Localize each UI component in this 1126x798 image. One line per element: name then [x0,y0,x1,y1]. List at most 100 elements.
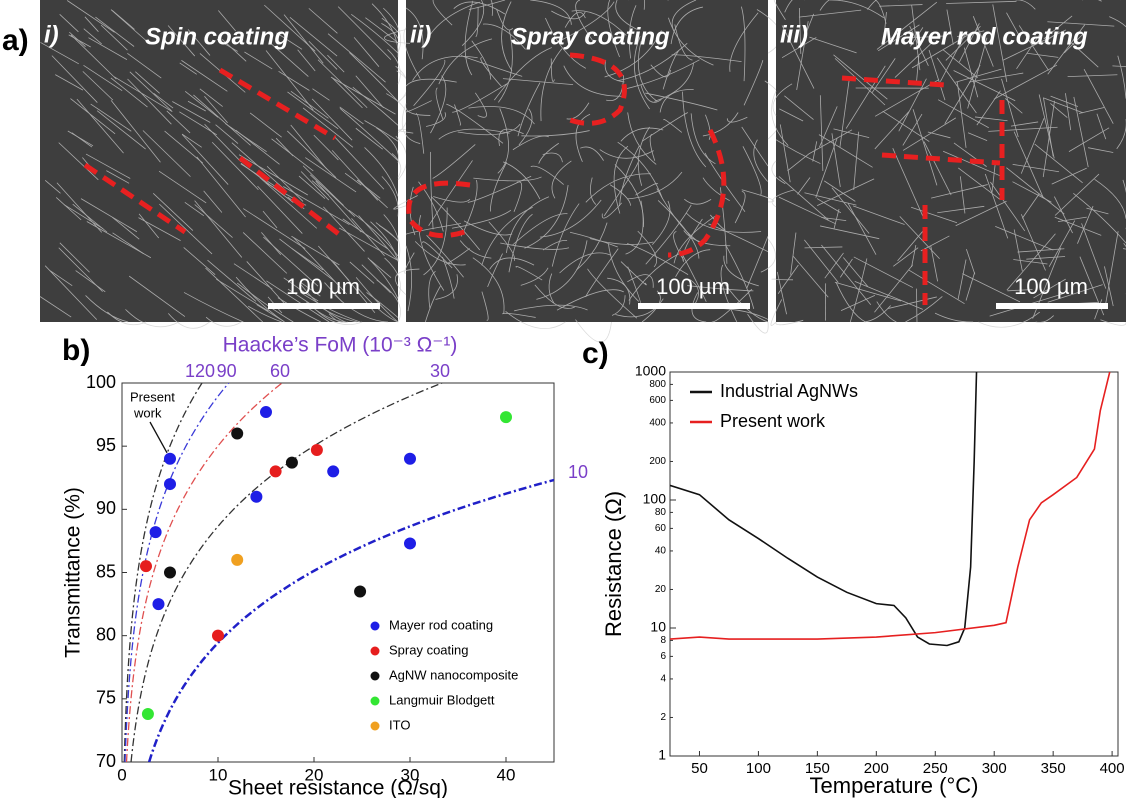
nanowire [635,183,659,196]
nanowire [181,133,202,148]
nanowire [401,103,421,144]
nanowire [1012,163,1060,173]
nanowire [673,230,685,261]
nanowire [1079,256,1105,316]
y-tick-label: 200 [649,456,666,467]
nanowire [894,43,931,78]
nanowire [487,253,503,288]
nanowire [235,276,285,323]
y-tick-label: 90 [96,498,116,518]
x-tick-label: 10 [209,765,228,784]
nanowire [818,134,873,168]
nanowire [897,228,925,262]
legend-label: AgNW nanocomposite [389,667,518,682]
nanowire [494,47,552,101]
nanowire [1032,247,1062,319]
nanowire [637,126,650,186]
nanowire [839,258,853,278]
nanowire [1068,127,1110,152]
y-tick-label: 6 [660,651,666,662]
nanowire [530,0,572,25]
data-point [250,490,263,503]
fom-label: 120 [185,361,215,381]
nanowire [231,142,287,191]
nanowire [1016,34,1040,70]
nanowire [912,109,938,186]
y-tick-label: 400 [649,418,666,429]
nanowire [563,65,623,97]
nanowire [779,108,804,122]
nanowire [853,256,914,288]
nanowire [845,65,886,129]
nanowire [312,88,330,101]
y-tick-label: 60 [655,523,667,534]
fom-label: 30 [430,361,450,381]
nanowire [741,189,775,203]
nanowire [468,0,506,10]
nanowire [620,127,664,142]
nanowire [1054,196,1073,234]
legend-marker [370,621,380,631]
data-point [310,443,323,456]
nanowire [608,243,640,302]
nanowire [1035,315,1054,323]
nanowire [611,295,626,316]
y-tick-label: 8 [660,635,666,646]
nanowire [489,162,508,212]
nanowire [942,150,1005,178]
nanowire [168,313,210,329]
nanowire [56,182,103,233]
annotation-arrow [149,421,168,454]
nanowire [398,128,414,134]
scale-bar [996,303,1108,309]
nanowire [874,111,910,150]
nanowire [654,62,695,102]
nanowire [879,4,923,7]
nanowire [153,93,174,109]
nanowire [778,196,836,225]
nanowire [404,100,432,113]
image-label: iii) [780,21,808,48]
nanowire [112,232,144,255]
nanowire [70,98,116,135]
nanowire [626,59,700,89]
nanowire [1013,131,1044,198]
nanowire [205,316,242,327]
data-point [152,598,165,611]
nanowire [204,95,228,124]
nanowire [575,0,594,42]
nanowire [1071,42,1099,68]
nanowire [1026,256,1066,260]
scale-bar [268,303,380,309]
nanowire [135,71,160,94]
nanowire [338,227,399,261]
nanowire [1109,16,1126,42]
nanowire [263,236,319,287]
nanowire [166,110,191,134]
nanowire [435,87,444,121]
nanowire [753,139,768,182]
nanowire [1043,97,1054,157]
nanowire [747,313,769,334]
nanowire [871,58,896,94]
nanowire [246,261,286,305]
nanowire [760,238,776,273]
nanowire [536,240,588,300]
scale-bar-label: 100 µm [1014,274,1088,299]
nanowire [464,0,474,76]
nanowire [777,264,799,295]
nanowire [551,203,580,267]
nanowire [534,284,575,309]
nanowire [702,177,730,202]
nanowire [978,311,1040,328]
nanowire [775,319,804,326]
nanowire [339,108,399,161]
nanowire [1013,259,1048,265]
nanowire [1087,147,1114,153]
x-tick-label: 0 [117,765,126,784]
nanowire [86,221,152,259]
nanowire [1006,167,1065,215]
nanowire [51,55,98,103]
nanowire [1018,25,1049,71]
nanowire [743,60,764,106]
